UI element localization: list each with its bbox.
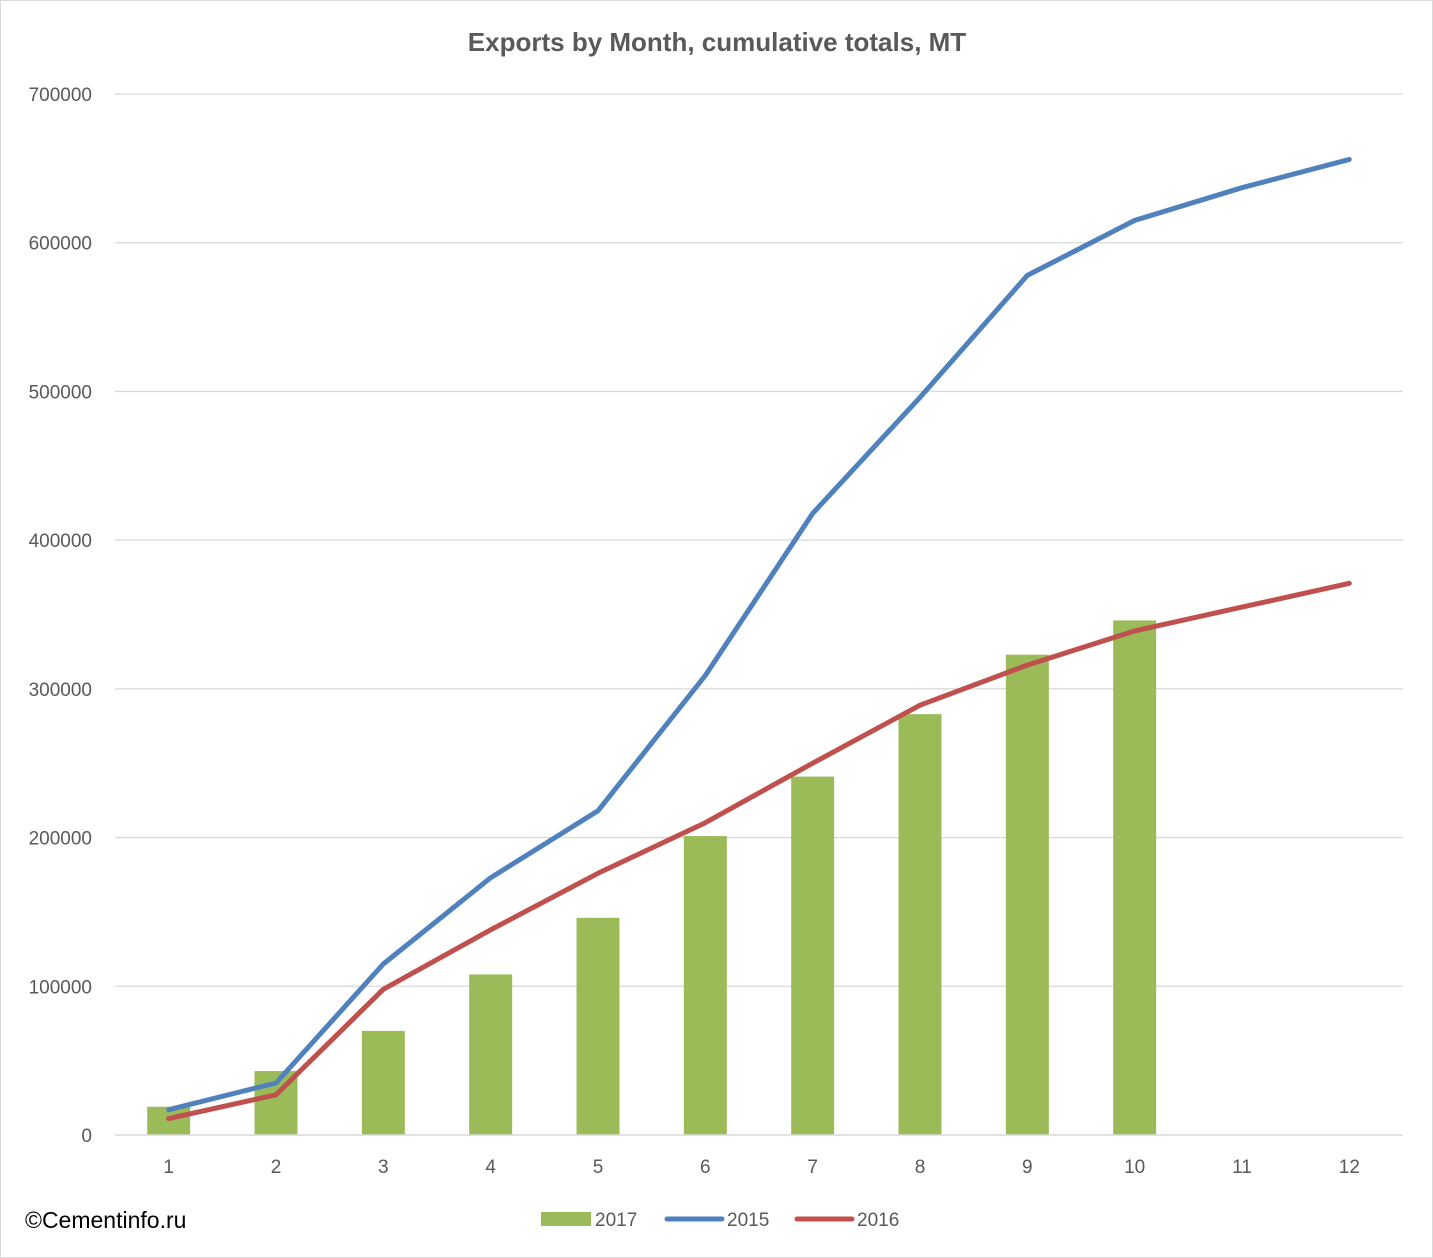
chart-title: Exports by Month, cumulative totals, MT — [468, 27, 966, 57]
x-tick-label: 3 — [378, 1157, 389, 1178]
x-tick-label: 11 — [1232, 1157, 1252, 1178]
bar-2017 — [898, 714, 942, 1135]
x-tick-label: 9 — [1022, 1157, 1033, 1178]
x-axis-ticks: 1 2 3 4 5 6 7 8 9 10 11 12 — [163, 1157, 1360, 1178]
bar-2017 — [683, 836, 727, 1135]
bar-2017 — [469, 974, 513, 1135]
credit-label: ©Cementinfo.ru — [25, 1207, 186, 1233]
grid-lines — [115, 93, 1403, 987]
y-tick-label: 700000 — [29, 85, 92, 106]
legend-label-2017: 2017 — [595, 1210, 637, 1231]
y-tick-label: 600000 — [29, 234, 92, 255]
x-tick-label: 2 — [271, 1157, 282, 1178]
bar-2017 — [791, 776, 835, 1135]
x-tick-label: 12 — [1339, 1157, 1360, 1178]
y-tick-label: 100000 — [29, 977, 92, 998]
x-tick-label: 8 — [915, 1157, 926, 1178]
y-tick-label: 400000 — [29, 531, 92, 552]
y-axis-ticks: 0 100000 200000 300000 400000 500000 600000 700… — [29, 85, 92, 1147]
legend-label-2016: 2016 — [857, 1210, 899, 1231]
x-tick-label: 6 — [700, 1157, 711, 1178]
y-tick-label: 500000 — [29, 382, 92, 403]
x-tick-label: 4 — [485, 1157, 496, 1178]
x-tick-label: 5 — [593, 1157, 604, 1178]
bar-2017 — [576, 917, 620, 1135]
x-tick-label: 1 — [163, 1157, 174, 1178]
y-tick-label: 200000 — [29, 829, 92, 850]
y-tick-label: 300000 — [29, 680, 92, 701]
line-2016 — [166, 580, 1352, 1122]
bar-2017 — [1113, 620, 1157, 1135]
x-tick-label: 7 — [807, 1157, 818, 1178]
y-tick-label: 0 — [81, 1126, 92, 1147]
legend-label-2015: 2015 — [727, 1210, 769, 1231]
bar-2017 — [361, 1030, 405, 1135]
bar-2017 — [1005, 654, 1049, 1135]
line-2015 — [166, 156, 1352, 1113]
line-series — [166, 156, 1352, 1122]
legend-swatch-2017 — [541, 1212, 591, 1226]
legend: 2017 2015 2016 — [541, 1210, 899, 1231]
x-tick-label: 10 — [1124, 1157, 1145, 1178]
